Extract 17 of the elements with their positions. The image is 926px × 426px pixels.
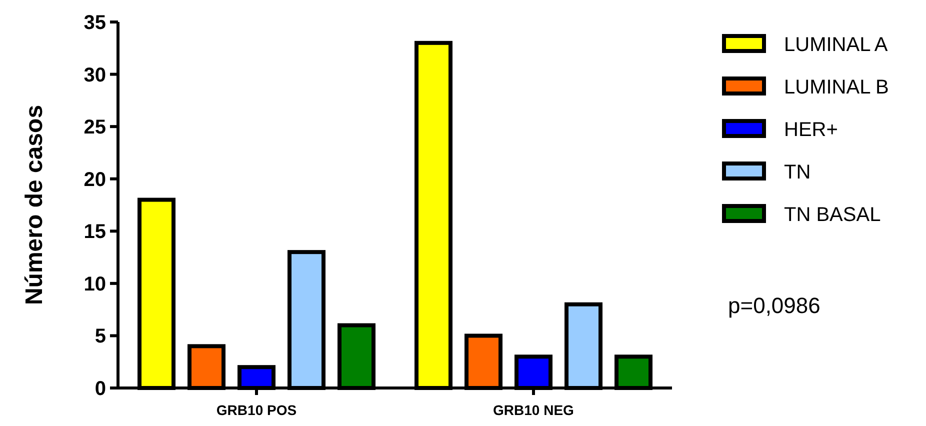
- x-tick-label: GRB10 NEG: [493, 402, 574, 418]
- y-tick-label: 35: [84, 12, 106, 34]
- y-tick-label: 10: [84, 273, 106, 296]
- legend-label: TN BASAL: [784, 204, 881, 226]
- legend-label: LUMINAL A: [784, 34, 888, 56]
- legend-label: LUMINAL B: [784, 76, 889, 98]
- text: p=0,0986: [728, 293, 820, 318]
- legend-label: TN: [784, 162, 811, 184]
- y-tick-label: 5: [94, 326, 106, 348]
- y-tick-label: 20: [84, 168, 106, 191]
- y-axis-title: Número de casos: [21, 104, 48, 306]
- legend-label: HER+: [784, 119, 838, 141]
- y-tick-label: 30: [84, 64, 106, 86]
- y-tick-label: 0: [94, 378, 106, 400]
- x-tick-label: GRB10 POS: [216, 402, 297, 418]
- y-tick-label: 25: [84, 116, 106, 139]
- y-tick-label: 15: [84, 221, 106, 244]
